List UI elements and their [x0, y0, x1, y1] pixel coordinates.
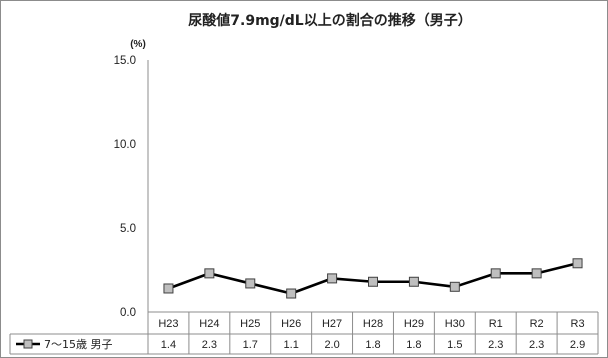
x-tick-label: R3 — [571, 318, 585, 330]
data-point — [490, 268, 501, 279]
data-point — [449, 281, 460, 292]
data-point — [531, 268, 542, 279]
x-tick-label: H27 — [322, 318, 342, 330]
y-ticks: 0.0 5.0 10.0 15.0 — [114, 55, 136, 319]
x-tick-label: H29 — [404, 318, 424, 330]
data-point — [245, 278, 256, 289]
data-point — [368, 276, 378, 287]
legend-entry: 7～15歳 男子 — [16, 338, 113, 351]
legend-label: 7～15歳 男子 — [44, 338, 113, 351]
data-table-value: 1.8 — [365, 339, 380, 351]
data-table-value: 1.1 — [284, 339, 299, 351]
x-tick-label: H26 — [281, 318, 301, 330]
x-tick-label: H30 — [445, 318, 465, 330]
data-table: H23 H24 H25 H26 H27 H28 H29 H30 R1 R2 R3 7～15歳 男子 1.… — [9, 311, 599, 355]
data-table-value: 2.0 — [324, 339, 339, 351]
data-point — [572, 258, 583, 269]
data-table-value: 1.7 — [243, 339, 258, 351]
data-table-value: 2.3 — [202, 339, 217, 351]
y-tick-label: 0.0 — [120, 307, 136, 319]
x-tick-label: H23 — [158, 318, 178, 330]
y-tick-label: 15.0 — [114, 55, 136, 67]
data-table-value: 1.5 — [447, 339, 462, 351]
legend-marker — [23, 339, 33, 349]
data-point — [286, 288, 297, 299]
x-tick-label: R1 — [489, 318, 503, 330]
data-table-value: 1.8 — [406, 339, 421, 351]
data-table-value: 2.9 — [570, 339, 585, 351]
data-point — [327, 273, 338, 284]
data-table-value: 1.4 — [161, 339, 176, 351]
data-point — [408, 276, 419, 287]
data-table-value: 2.3 — [488, 339, 503, 351]
chart-title: 尿酸値7.9mg/dL以上の割合の推移（男子） — [188, 12, 471, 29]
data-point — [204, 268, 215, 279]
data-point — [163, 283, 174, 294]
series-layer — [163, 258, 583, 299]
x-tick-label: H28 — [363, 318, 383, 330]
data-table-value: 2.3 — [529, 339, 544, 351]
x-tick-label: H24 — [199, 318, 219, 330]
y-tick-label: 5.0 — [120, 223, 136, 235]
x-tick-label: R2 — [530, 318, 544, 330]
y-tick-label: 10.0 — [114, 139, 136, 151]
x-tick-label: H25 — [240, 318, 260, 330]
y-axis-unit: (%) — [130, 39, 146, 50]
